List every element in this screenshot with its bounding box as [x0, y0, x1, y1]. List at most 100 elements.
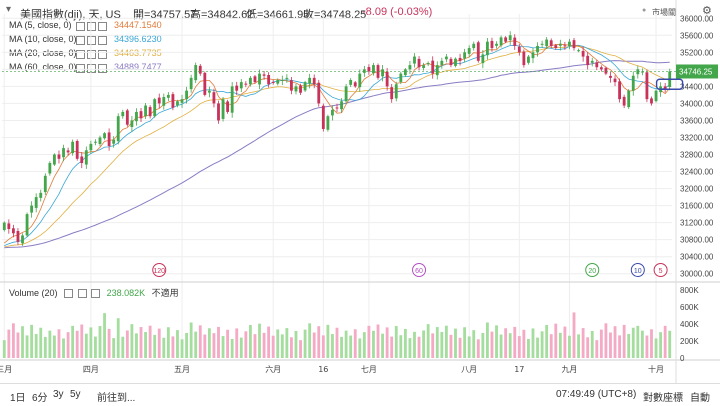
candle-126	[577, 50, 580, 52]
candle-54	[248, 77, 252, 85]
eye-icon[interactable]	[75, 49, 85, 59]
candle-70	[321, 105, 325, 129]
candle-72	[331, 109, 334, 116]
candle-81	[372, 65, 375, 74]
volume-bar-29	[135, 333, 138, 358]
volume-bar-66	[303, 329, 307, 358]
close-icon[interactable]	[97, 35, 107, 45]
candle-143	[654, 90, 658, 102]
candle-139	[636, 69, 640, 75]
price-tick-13: 35200.00	[680, 48, 714, 57]
candle-89	[408, 65, 412, 70]
bottom-toolbar: 1日 6分 3y 5y 前往到... 07:49:49 (UTC+8) 對數座標…	[0, 383, 720, 406]
volume-bar-88	[403, 328, 407, 358]
range-3-button[interactable]: 3y	[53, 389, 64, 400]
volume-bar-91	[417, 336, 421, 358]
last-price-label: 34746.25	[679, 67, 713, 76]
time-axis: 三月 四月 五月 六月 16 七月 八月 17 九月 十月	[0, 364, 664, 374]
volume-bar-89	[408, 338, 412, 358]
time-tick-3: 六月	[265, 364, 281, 374]
candle-131	[599, 67, 603, 70]
candle-18	[84, 150, 88, 165]
collapse-icon[interactable]: ▾	[6, 4, 12, 15]
price-chart[interactable]: 30000.00 30400.00 30800.00 31200.00 31600.00…	[0, 0, 720, 383]
volume-bar-101	[463, 327, 467, 358]
volume-bar-34	[157, 328, 161, 358]
candle-138	[631, 75, 635, 91]
volume-bar-54	[248, 325, 252, 358]
volume-bar-135	[618, 335, 621, 358]
auto-scale-button[interactable]: 自動	[690, 393, 710, 404]
volume-bar-121	[554, 323, 558, 358]
volume-bar-93	[426, 324, 430, 358]
volume-bar-110	[504, 328, 508, 358]
candle-130	[595, 62, 599, 68]
price-tick-8: 33200.00	[680, 133, 714, 142]
close-icon[interactable]	[91, 289, 101, 299]
candle-116	[531, 52, 535, 59]
range-2-button[interactable]: 6分	[32, 393, 48, 404]
volume-bar-28	[130, 324, 134, 358]
volume-bar-27	[125, 330, 129, 358]
candle-123	[563, 45, 567, 47]
candle-66	[303, 82, 307, 91]
close-icon[interactable]	[97, 21, 107, 31]
candle-45	[207, 90, 211, 93]
time-tick-2: 五月	[174, 365, 190, 374]
goto-button[interactable]: 前往到...	[97, 393, 136, 404]
candle-12	[57, 154, 61, 159]
candle-28	[130, 120, 134, 128]
volume-bar-48	[221, 336, 225, 358]
volume-bar-21	[98, 326, 102, 358]
close-icon[interactable]	[97, 49, 107, 59]
volume-bar-39	[180, 339, 184, 358]
candle-135	[618, 81, 621, 100]
volume-bar-14	[66, 332, 70, 358]
candle-85	[390, 87, 394, 100]
eye-icon[interactable]	[75, 21, 85, 31]
candles	[2, 31, 672, 246]
price-tick-0: 30000.00	[680, 270, 714, 279]
log-scale-button[interactable]: 對數座標	[643, 393, 683, 404]
candle-35	[162, 97, 166, 106]
candle-109	[499, 37, 503, 46]
volume-bar-25	[116, 318, 120, 358]
candle-95	[435, 65, 439, 76]
candle-53	[244, 83, 248, 85]
candle-44	[203, 72, 207, 95]
volume-bar-124	[568, 335, 571, 358]
candle-113	[517, 46, 521, 53]
candle-21	[98, 137, 102, 145]
candle-124	[568, 41, 571, 46]
volume-tick-1: 200K	[680, 337, 699, 346]
volume-bar-35	[162, 337, 166, 358]
volume-bar-100	[458, 337, 462, 358]
candle-136	[622, 96, 626, 106]
range-1-button[interactable]: 1日	[10, 393, 26, 404]
eye-icon[interactable]	[75, 63, 85, 73]
volume-bar-76	[349, 335, 353, 358]
candle-64	[294, 86, 298, 92]
settings-icon[interactable]	[77, 289, 87, 299]
price-tick-15: 36000.00	[680, 14, 714, 23]
change-value: -8.09 (-0.03%)	[362, 6, 433, 18]
volume-bar-80	[367, 325, 371, 358]
eye-icon[interactable]	[75, 35, 85, 45]
candle-56	[258, 73, 261, 85]
event-marker-label-0: 120	[153, 268, 165, 275]
candle-108	[495, 43, 498, 46]
volume-bar-69	[317, 326, 321, 358]
candle-40	[185, 90, 189, 100]
range-4-button[interactable]: 5y	[70, 389, 81, 400]
volume-bar-49	[226, 329, 230, 358]
eye-icon[interactable]	[64, 289, 74, 299]
candle-48	[221, 99, 225, 119]
time-tick-7: 17	[514, 365, 524, 374]
gear-icon[interactable]: ⚙	[702, 5, 712, 17]
close-icon[interactable]	[97, 63, 107, 73]
ma5-name: MA (5, close, 0)	[9, 20, 72, 30]
volume-bar-33	[153, 334, 157, 358]
volume-tick-3: 600K	[680, 303, 699, 312]
event-marker-3	[630, 263, 645, 277]
